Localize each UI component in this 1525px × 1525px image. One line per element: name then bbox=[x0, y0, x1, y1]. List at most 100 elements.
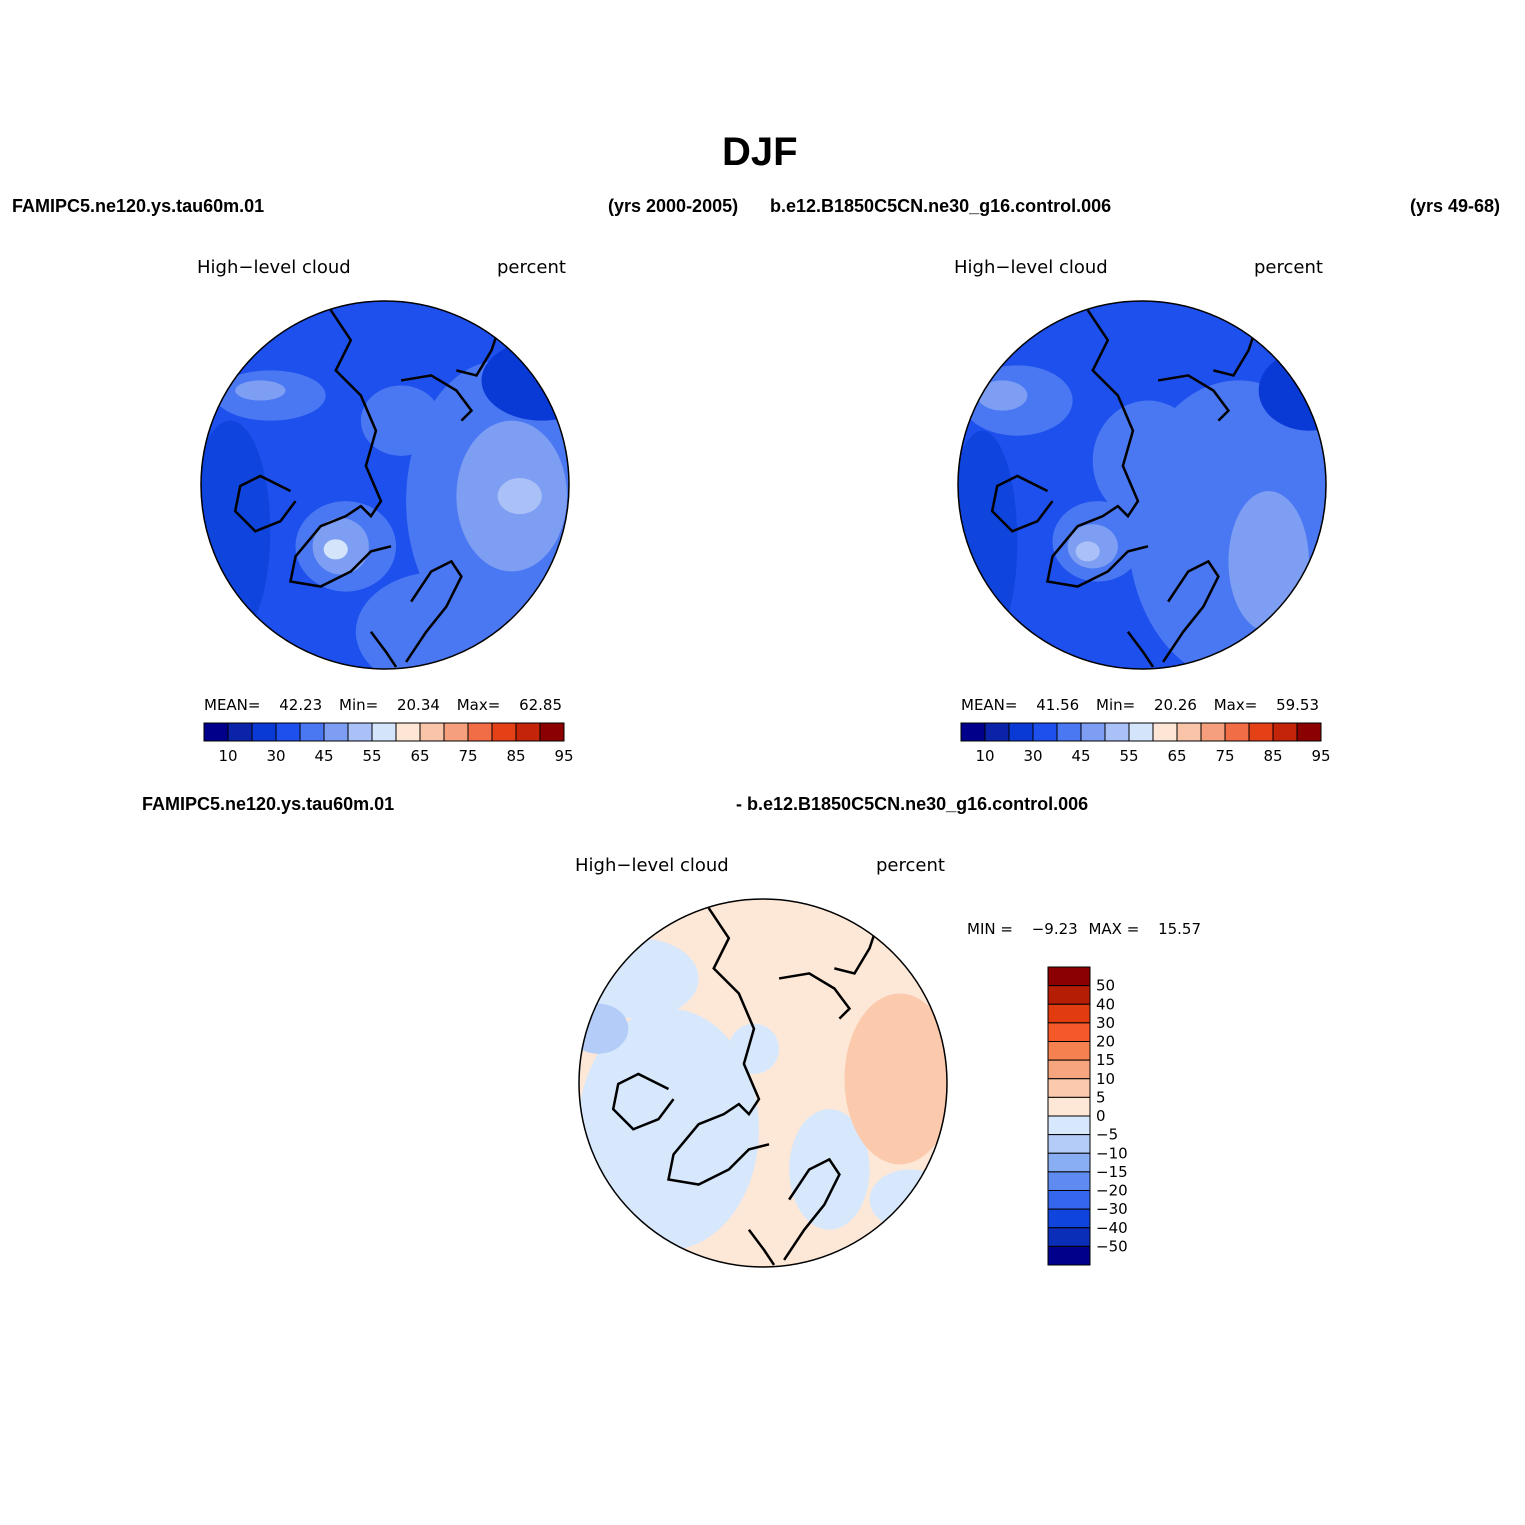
colorbar-label: 65 bbox=[1167, 747, 1186, 765]
colorbar-label: 0 bbox=[1096, 1107, 1106, 1125]
panel2-max-value: 59.53 bbox=[1276, 696, 1320, 714]
diff-left-case-label: FAMIPC5.ne120.ys.tau60m.01 bbox=[142, 794, 395, 814]
colorbar-swatch bbox=[1047, 1041, 1091, 1061]
colorbar-label: 15 bbox=[1096, 1051, 1115, 1069]
panel1-max-value: 62.85 bbox=[519, 696, 563, 714]
colorbar-label: −50 bbox=[1096, 1237, 1128, 1255]
colorbar-swatch bbox=[1047, 966, 1091, 987]
diff-max-label: MAX = bbox=[1088, 920, 1140, 938]
diff-blob bbox=[844, 993, 947, 1165]
colorbar-label: 10 bbox=[1096, 1070, 1115, 1088]
colorbar-label: 45 bbox=[314, 747, 333, 765]
colorbar-label: 65 bbox=[410, 747, 429, 765]
panel2-variable: High−level cloud bbox=[954, 257, 1108, 278]
diff-blob bbox=[728, 1023, 780, 1074]
diff-blob bbox=[869, 1169, 947, 1230]
colorbar-swatch bbox=[1272, 722, 1298, 742]
colorbar-swatch bbox=[1047, 1096, 1091, 1117]
colorbar-swatch bbox=[203, 722, 229, 742]
colorbar-swatch bbox=[371, 722, 397, 742]
colorbar-swatch bbox=[1047, 1245, 1091, 1266]
colorbar-label: 95 bbox=[1311, 747, 1330, 765]
panel2-stats: MEAN= 41.56 Min= 20.26 Max= 59.53 bbox=[961, 696, 1319, 714]
panel2-map bbox=[957, 300, 1327, 670]
panel1-coastline bbox=[233, 309, 503, 668]
colorbar-label: 10 bbox=[975, 747, 994, 765]
diff-min-value: −9.23 bbox=[1031, 920, 1078, 938]
colorbar-swatch bbox=[299, 722, 325, 742]
colorbar-swatch bbox=[960, 722, 986, 742]
colorbar-label: −15 bbox=[1096, 1163, 1128, 1181]
colorbar-swatch bbox=[1176, 722, 1202, 742]
colorbar-swatch bbox=[1047, 1171, 1091, 1191]
colorbar-swatch bbox=[1104, 722, 1130, 742]
colorbar-swatch bbox=[1008, 722, 1034, 742]
right-years-label: (yrs 49-68) bbox=[1410, 196, 1501, 216]
diff-map bbox=[578, 898, 948, 1268]
colorbar-label: 55 bbox=[1119, 747, 1138, 765]
colorbar-label: −30 bbox=[1096, 1200, 1128, 1218]
colorbar-label: 95 bbox=[554, 747, 573, 765]
colorbar-swatch bbox=[1152, 722, 1178, 742]
panel1-blob bbox=[360, 385, 442, 456]
colorbar-swatch bbox=[1047, 1059, 1091, 1080]
diff-blob bbox=[579, 1003, 629, 1054]
panel2-min-label: Min= bbox=[1096, 696, 1136, 714]
colorbar-swatch bbox=[539, 722, 565, 742]
main-title: DJF bbox=[722, 130, 798, 174]
colorbar-swatch bbox=[1080, 722, 1106, 742]
colorbar-label: 40 bbox=[1096, 995, 1115, 1013]
colorbar-swatch bbox=[1047, 1134, 1091, 1154]
colorbar-swatch bbox=[443, 722, 469, 742]
right-case-label: b.e12.B1850C5CN.ne30_g16.control.006 bbox=[770, 196, 1112, 216]
colorbar-swatch bbox=[1032, 722, 1058, 742]
diff-units: percent bbox=[876, 855, 945, 876]
colorbar-label: 85 bbox=[1263, 747, 1282, 765]
colorbar-swatch bbox=[1047, 1227, 1091, 1247]
colorbar-swatch bbox=[419, 722, 445, 742]
diff-right-case-label: - b.e12.B1850C5CN.ne30_g16.control.006 bbox=[736, 794, 1089, 814]
diff-stats: MIN = −9.23 MAX = 15.57 bbox=[967, 920, 1201, 938]
panel1-blob bbox=[355, 571, 527, 669]
colorbar-swatch bbox=[1047, 1115, 1091, 1136]
diff-min-label: MIN = bbox=[967, 920, 1013, 938]
diff-blob bbox=[579, 1008, 759, 1250]
panel2-colorbar: 10 30 45 55 65 75 85 95 bbox=[960, 722, 1331, 765]
colorbar-swatch bbox=[1296, 722, 1322, 742]
colorbar-swatch bbox=[1047, 1003, 1091, 1024]
colorbar-label: 85 bbox=[506, 747, 525, 765]
diff-coastline bbox=[611, 907, 881, 1266]
diff-max-value: 15.57 bbox=[1158, 920, 1202, 938]
colorbar-swatch bbox=[275, 722, 301, 742]
colorbar-swatch bbox=[1248, 722, 1274, 742]
panel1-blob bbox=[235, 380, 286, 401]
colorbar-swatch bbox=[1047, 1022, 1091, 1042]
diff-blob bbox=[789, 1109, 870, 1230]
colorbar-swatch bbox=[1200, 722, 1226, 742]
panel1-max-label: Max= bbox=[456, 696, 501, 714]
colorbar-label: 30 bbox=[1096, 1014, 1115, 1032]
panel2-mean-label: MEAN= bbox=[961, 696, 1018, 714]
colorbar-swatch bbox=[395, 722, 421, 742]
colorbar-label: 75 bbox=[458, 747, 477, 765]
colorbar-swatch bbox=[984, 722, 1010, 742]
colorbar-swatch bbox=[1047, 1208, 1091, 1229]
colorbar-swatch bbox=[515, 722, 541, 742]
colorbar-swatch bbox=[1047, 985, 1091, 1005]
panel1-mean-label: MEAN= bbox=[204, 696, 261, 714]
colorbar-label: 5 bbox=[1096, 1088, 1106, 1106]
diff-variable: High−level cloud bbox=[575, 855, 729, 876]
colorbar-swatch bbox=[323, 722, 349, 742]
panel2-blob bbox=[1092, 400, 1204, 522]
colorbar-label: 75 bbox=[1215, 747, 1234, 765]
panel1-blob bbox=[323, 539, 348, 560]
colorbar-label: −10 bbox=[1096, 1144, 1128, 1162]
colorbar-label: −5 bbox=[1096, 1126, 1118, 1144]
colorbar-swatch bbox=[1224, 722, 1250, 742]
colorbar-label: 20 bbox=[1096, 1033, 1115, 1051]
colorbar-label: 55 bbox=[362, 747, 381, 765]
colorbar-label: −40 bbox=[1096, 1219, 1128, 1237]
panel2-blob bbox=[977, 380, 1028, 411]
colorbar-swatch bbox=[1128, 722, 1154, 742]
